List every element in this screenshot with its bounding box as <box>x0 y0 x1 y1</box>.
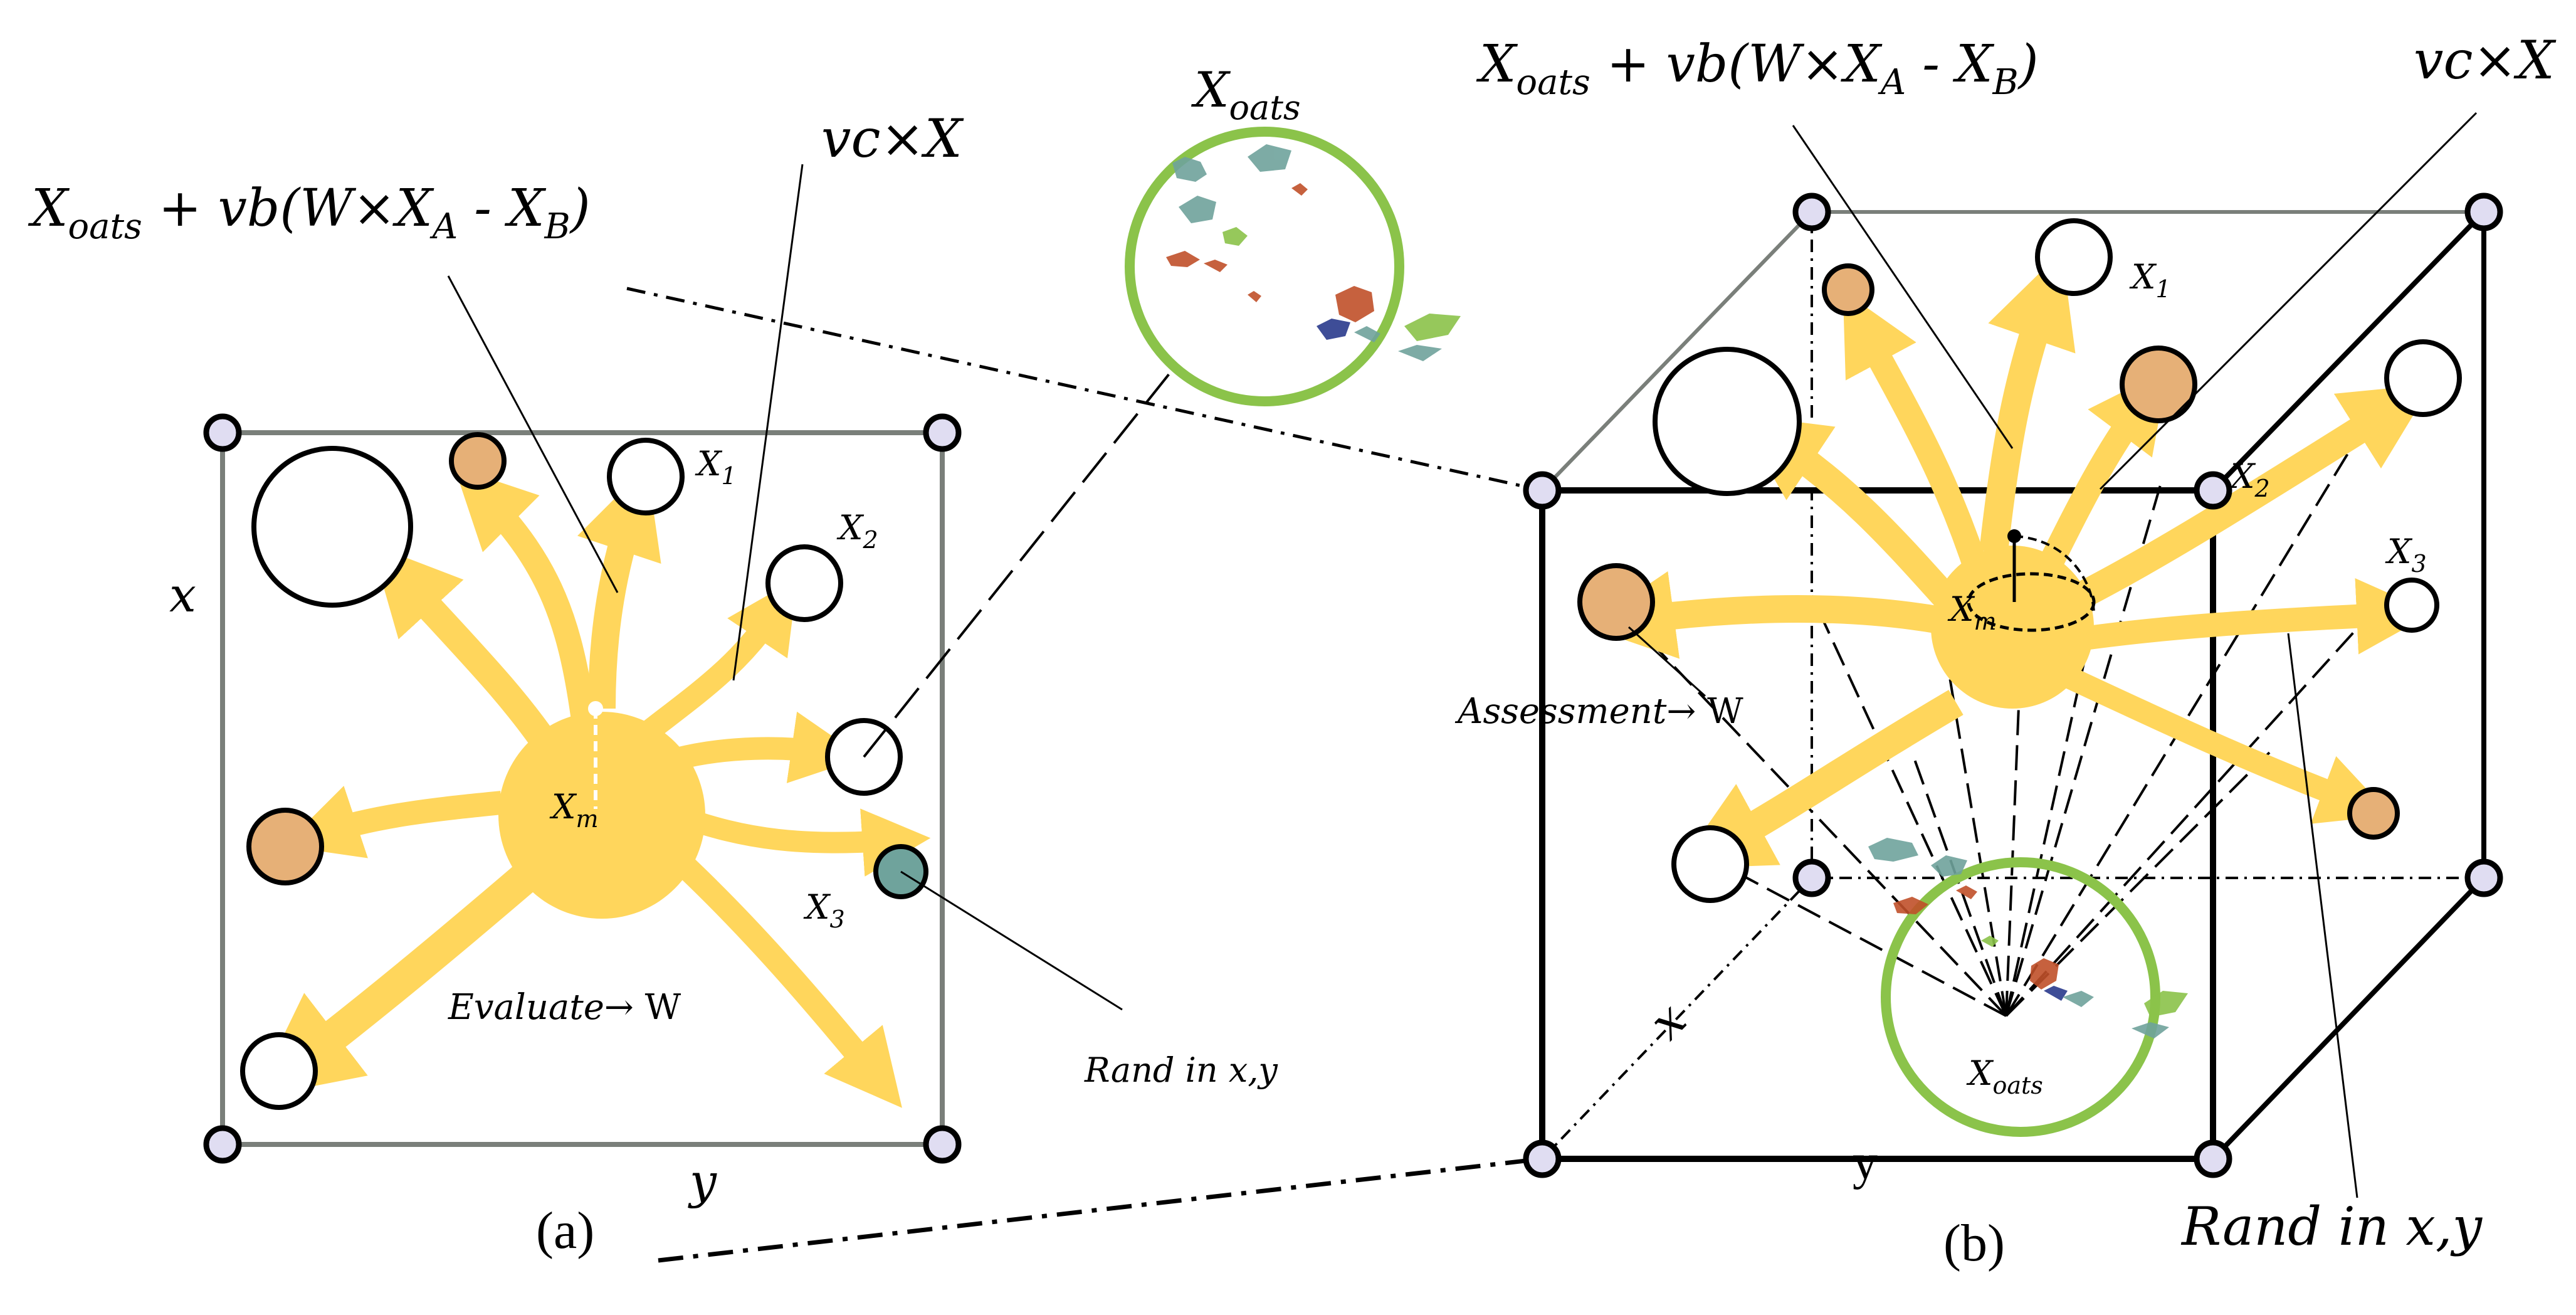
panel-a-x1-label: X1 <box>695 444 737 490</box>
arrow-to-big-white <box>371 544 564 761</box>
panel-b-corner-node <box>2194 471 2232 510</box>
panel-a-axis-x: x <box>169 567 196 623</box>
panel-b-back-edge <box>1541 877 1813 1160</box>
panel-a-inset-connector <box>863 369 1174 758</box>
panel-b-x3-node <box>2384 578 2439 633</box>
panel-b-white-node <box>1671 825 1749 903</box>
panel-b-rand: Rand in x,y <box>2180 1196 2483 1257</box>
panel-a-evaluate: Evaluate→ W <box>448 987 681 1028</box>
panel-b-oats-particles <box>1868 838 2188 1038</box>
arrow-down-right <box>663 844 902 1108</box>
panel-b-back-edge <box>2211 876 2486 1161</box>
panel-a-big-white-node <box>251 446 413 608</box>
arrow-to-x1 <box>577 466 661 709</box>
panel-b-orange-node <box>1577 563 1655 641</box>
arrow-to-bottom-left <box>253 853 550 1098</box>
panel-b-x1-node <box>2035 218 2113 296</box>
panel-b-leader-formula <box>1792 125 2014 449</box>
panel-b-assessment: Assessment→ W <box>1454 691 1743 732</box>
panel-b-arrows <box>1586 251 2433 869</box>
panel-b-orange-node <box>2347 787 2400 840</box>
panel-a-x2-label: X2 <box>836 508 878 554</box>
panel-b: Xoats + vb(W×XA - XB) vc×X X1 X2 X3 Xm A… <box>626 29 2557 1272</box>
panel-a-rand: Rand in x,y <box>1084 1050 1278 1090</box>
panel-a-formula: Xoats + vb(W×XA - XB) <box>28 179 591 247</box>
panel-a-frame <box>220 430 945 1147</box>
panel-a-xm-disc <box>498 712 705 919</box>
arrow-to-orange-top <box>454 467 596 717</box>
panel-b-corner-node <box>1792 858 1831 897</box>
panel-b-xm-disc <box>1931 546 2094 709</box>
panel-a-xm-label: Xm <box>549 787 599 833</box>
panel-a-caption: (a) <box>536 1201 594 1260</box>
panel-b-big-white-node <box>1653 347 1802 496</box>
oats-inset-ring <box>1125 127 1404 406</box>
panel-a-leader-vc <box>732 164 804 681</box>
panel-a-leader-formula <box>447 275 619 593</box>
panel-a-x3-label: X3 <box>803 887 845 933</box>
panel-b-orange-node <box>1822 263 1874 316</box>
panel-b-white-node <box>2384 339 2462 417</box>
panel-b-oats-label: Xoats <box>1966 1054 2043 1099</box>
panel-b-orange-node <box>2120 346 2197 423</box>
panel-a-corner-node <box>203 413 242 452</box>
panel-b-x3-label: X3 <box>2385 532 2427 578</box>
panel-a-corner-node <box>923 1125 962 1164</box>
panel-a-x2-node <box>765 544 843 622</box>
panel-b-link-top <box>626 287 1543 492</box>
panel-b-rays <box>1641 375 2396 1017</box>
panel-b-corner-node <box>2464 193 2503 231</box>
arrow-to-x2 <box>638 578 797 743</box>
panel-a-orange-node <box>246 808 324 885</box>
panel-b-x2-label: X2 <box>2228 457 2270 502</box>
panel-b-caption: (b) <box>1943 1214 2005 1272</box>
panel-b-corner-node <box>2464 858 2503 897</box>
oats-inset: Xoats <box>1125 62 1461 406</box>
panel-a-axis-y: y <box>688 1153 717 1209</box>
arrow-to-white-mid <box>674 711 864 783</box>
oats-inset-particles <box>1166 144 1461 361</box>
arrow-to-x3 <box>673 805 931 877</box>
panel-a: Xoats + vb(W×XA - XB) vc×X x y (a) X1 X2… <box>28 108 1278 1260</box>
panel-a-white-node <box>240 1032 318 1110</box>
panel-b-vc-label: vc×X <box>2414 29 2557 91</box>
arrow-to-orange-left <box>283 786 503 858</box>
panel-b-xm-label: Xm <box>1947 589 1997 635</box>
panel-b-link-bottom <box>658 1156 1543 1263</box>
panel-a-vc-label: vc×X <box>821 108 964 169</box>
panel-b-corner-node <box>1523 1139 1562 1178</box>
panel-a-arrows <box>253 466 931 1108</box>
panel-a-orange-node <box>449 432 507 490</box>
panel-b-axis-y: y <box>1853 1135 1878 1190</box>
panel-b-corner-node <box>2194 1139 2232 1178</box>
panel-a-x1-node <box>607 438 685 515</box>
panel-a-corner-node <box>203 1125 242 1164</box>
panel-b-corner-node <box>1792 193 1831 231</box>
panel-a-corner-node <box>923 413 962 452</box>
panel-b-leader-assess <box>1627 626 1706 697</box>
panel-b-back-edge <box>1540 210 1814 492</box>
panel-b-leader-vc <box>2099 112 2478 490</box>
panel-b-x1-label: X1 <box>2129 257 2171 303</box>
panel-b-back-edge <box>2211 210 2486 492</box>
panel-b-xm-arc <box>2014 535 2095 615</box>
panel-b-formula: Xoats + vb(W×XA - XB) <box>1476 34 2039 103</box>
oats-inset-title: Xoats <box>1191 62 1301 127</box>
panel-a-leader-rand <box>900 870 1123 1011</box>
panel-b-leader-rand <box>2287 633 2358 1198</box>
panel-b-axis-x: x <box>1638 991 1696 1050</box>
panel-a-xm-dot <box>588 701 603 716</box>
panel-b-front-face <box>1539 487 2216 1162</box>
panel-b-corner-node <box>1523 471 1562 510</box>
